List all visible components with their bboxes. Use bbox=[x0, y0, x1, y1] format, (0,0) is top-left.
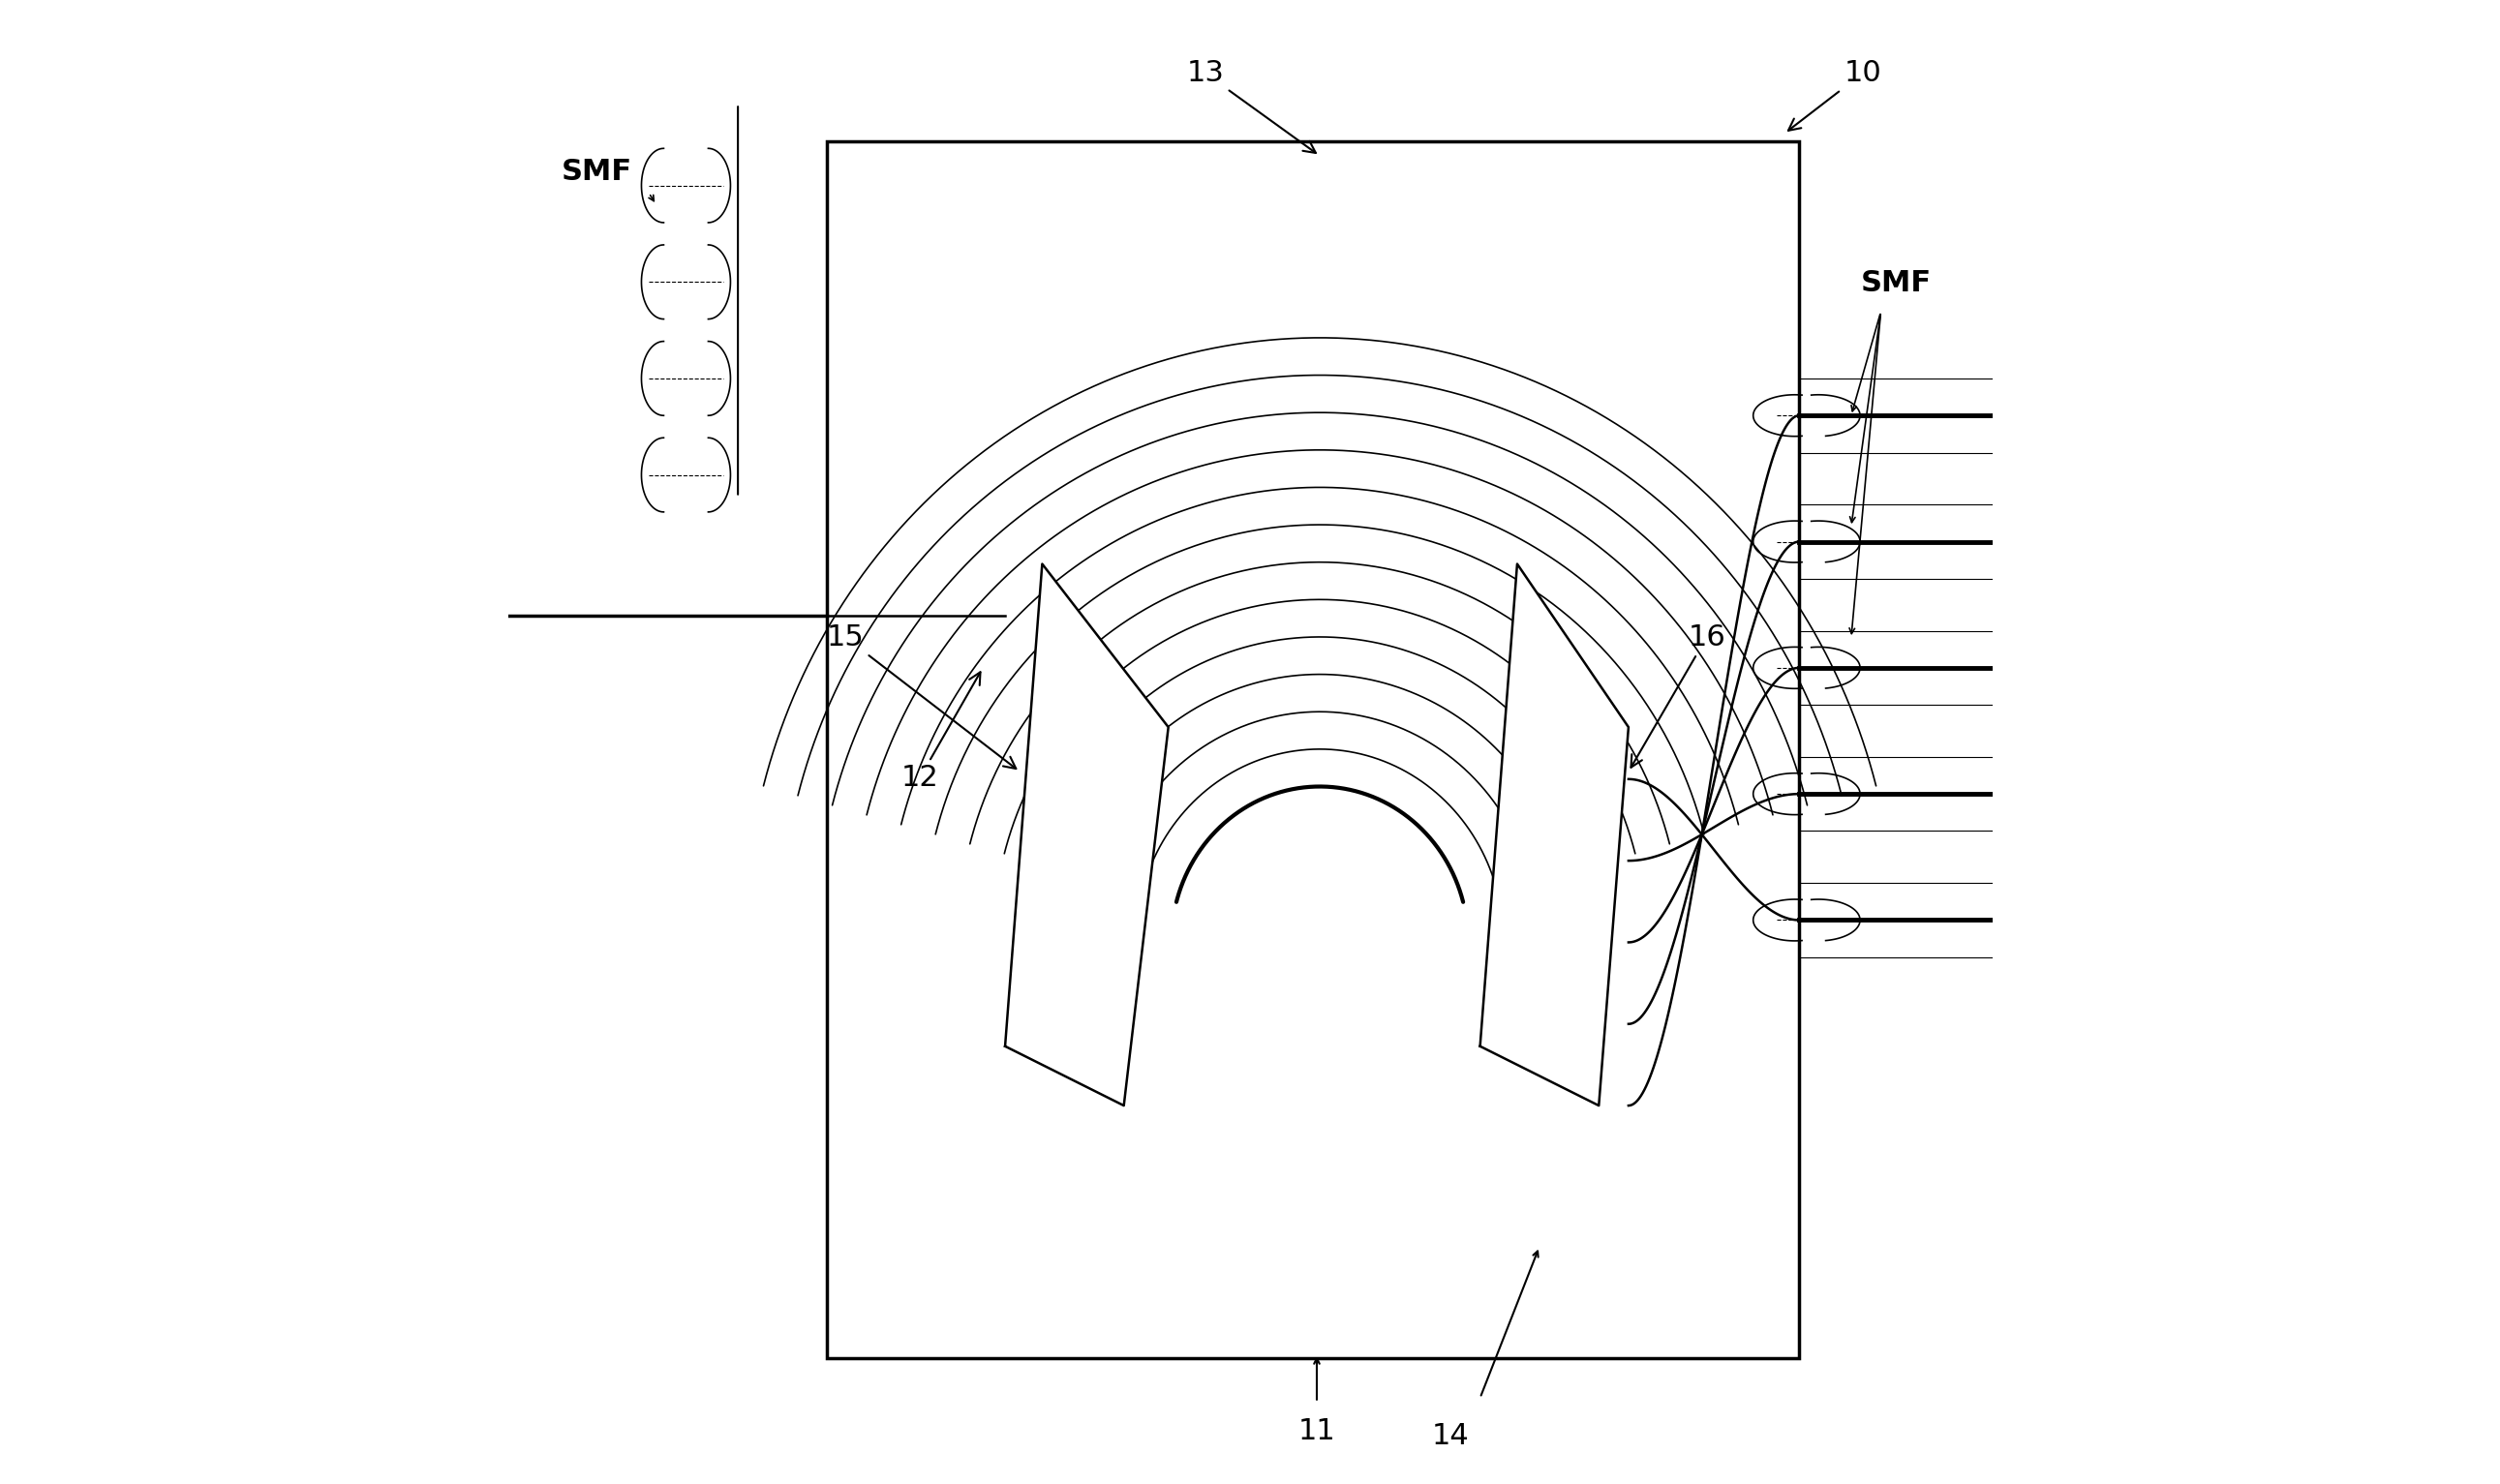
Text: 13: 13 bbox=[1188, 59, 1315, 153]
Text: 10: 10 bbox=[1787, 59, 1880, 131]
Text: SMF: SMF bbox=[1860, 269, 1930, 297]
Polygon shape bbox=[1005, 564, 1168, 1106]
Text: SMF: SMF bbox=[562, 157, 633, 186]
Text: 11: 11 bbox=[1298, 1417, 1335, 1445]
Text: 14: 14 bbox=[1432, 1422, 1470, 1450]
Text: 12: 12 bbox=[900, 672, 980, 792]
Bar bbox=[828, 141, 1800, 1358]
Text: 15: 15 bbox=[828, 623, 1015, 769]
Polygon shape bbox=[1480, 564, 1628, 1106]
Text: 16: 16 bbox=[1630, 623, 1725, 767]
